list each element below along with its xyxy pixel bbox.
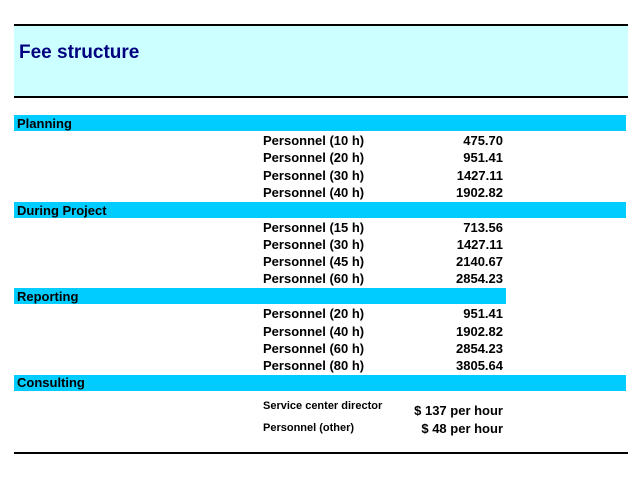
reporting-row-3-value: 2854.23 [456,341,503,356]
consulting-row-2-label: Personnel (other) [263,422,355,434]
title-band [14,26,628,96]
planning-row-2-label: Personnel (20 h) [263,150,365,165]
planning-row-3-label: Personnel (30 h) [263,168,365,183]
during-row-4-label: Personnel (60 h) [263,271,365,286]
planning-row-3-value: 1427.11 [456,168,503,183]
reporting-row-2-value: 1902.82 [456,324,503,339]
section-label-reporting: Reporting [17,289,79,304]
section-band-reporting [14,288,506,304]
planning-row-1-value: 475.70 [463,133,503,148]
reporting-row-3-label: Personnel (60 h) [263,341,365,356]
section-label-planning: Planning [17,116,72,131]
section-label-consulting: Consulting [17,375,85,390]
during-row-1-label: Personnel (15 h) [263,220,365,235]
reporting-row-1-label: Personnel (20 h) [263,306,365,321]
section-band-consulting [14,375,626,391]
section-band-planning [14,115,626,131]
during-row-2-label: Personnel (30 h) [263,237,365,252]
section-label-during-project: During Project [17,203,107,218]
during-row-2-value: 1427.11 [456,237,503,252]
section-band-during-project [14,202,626,218]
planning-row-2-value: 951.41 [463,150,503,165]
consulting-row-2-value: $ 48 per hour [421,421,503,436]
consulting-row-1-value: $ 137 per hour [414,403,503,418]
during-row-3-value: 2140.67 [456,254,503,269]
during-row-3-label: Personnel (45 h) [263,254,365,269]
page-title: Fee structure [19,42,140,63]
title-bottom-rule [14,96,628,98]
reporting-row-2-label: Personnel (40 h) [263,324,365,339]
reporting-row-1-value: 951.41 [463,306,503,321]
bottom-rule [14,452,628,454]
planning-row-4-value: 1902.82 [456,185,503,200]
reporting-row-4-label: Personnel (80 h) [263,358,365,373]
during-row-1-value: 713.56 [463,220,503,235]
planning-row-4-label: Personnel (40 h) [263,185,365,200]
reporting-row-4-value: 3805.64 [456,358,503,373]
top-rule [14,24,628,26]
during-row-4-value: 2854.23 [456,271,503,286]
planning-row-1-label: Personnel (10 h) [263,133,365,148]
consulting-row-1-label: Service center director [263,400,383,412]
